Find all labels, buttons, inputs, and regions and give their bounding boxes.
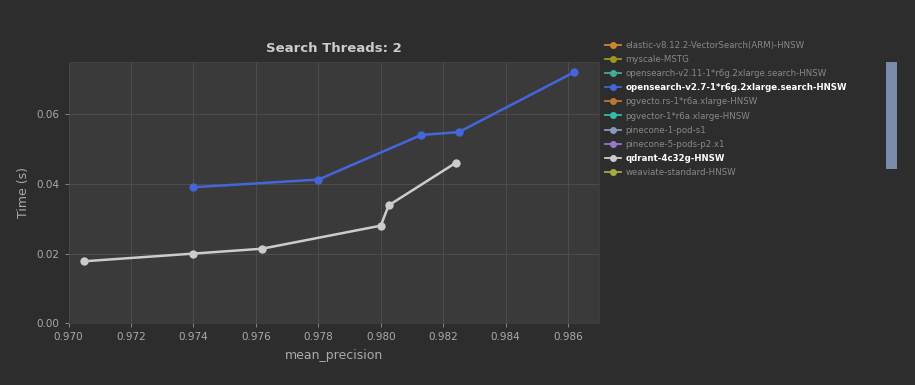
Legend: elastic-v8.12.2-VectorSearch(ARM)-HNSW, myscale-MSTG, opensearch-v2.11-1*r6g.2xl: elastic-v8.12.2-VectorSearch(ARM)-HNSW, … bbox=[604, 39, 848, 179]
Y-axis label: Time (s): Time (s) bbox=[16, 167, 29, 218]
Bar bbox=[886, 62, 897, 169]
Title: Search Threads: 2: Search Threads: 2 bbox=[266, 42, 402, 55]
X-axis label: mean_precision: mean_precision bbox=[285, 349, 383, 362]
